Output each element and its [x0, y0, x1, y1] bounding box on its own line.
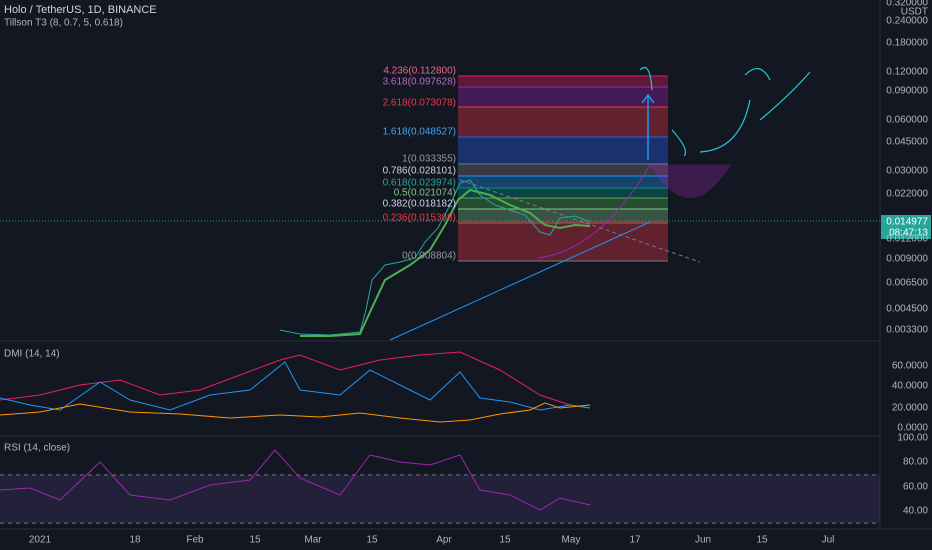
date-label: 15 — [366, 535, 378, 546]
price-axis-label: 0.240000 — [886, 16, 928, 27]
symbol-title: Holo / TetherUS, 1D, BINANCE — [4, 4, 157, 16]
date-label: 15 — [249, 535, 261, 546]
date-label: Jun — [695, 535, 711, 546]
price-axis-label: 0.012000 — [886, 234, 928, 245]
date-label: May — [562, 535, 581, 546]
rsi-axis-label: 40.00 — [903, 506, 928, 517]
dmi-title: DMI (14, 14) — [4, 349, 60, 360]
fib-label: 0.618(0.023974) — [383, 178, 456, 189]
fib-label: 2.618(0.073078) — [383, 98, 456, 109]
arrow-head — [641, 93, 655, 104]
trendline — [389, 221, 651, 341]
unit-label: USDT — [901, 7, 928, 18]
dmi-axis-label: 40.0000 — [892, 381, 929, 392]
price-axis-label: 0.022000 — [886, 189, 928, 200]
tillson-t3 — [300, 188, 591, 337]
fib-label: 0.786(0.028101) — [383, 166, 456, 177]
trendline-down — [459, 179, 701, 263]
dmi-axis-label: 0.0000 — [897, 423, 928, 434]
dmi-axis-label: 20.0000 — [892, 403, 929, 414]
fib-label: 3.618(0.097628) — [383, 77, 456, 88]
date-label: Apr — [436, 535, 452, 546]
price-axis-label: 0.320000 — [886, 0, 928, 9]
price-axis-label: 0.090000 — [886, 86, 928, 97]
price-axis-label: 0.120000 — [886, 67, 928, 78]
rsi-axis-label: 100.00 — [897, 433, 928, 444]
date-label: Feb — [186, 535, 204, 546]
fib-label: 1(0.033355) — [402, 154, 456, 165]
dmi-plus — [0, 361, 591, 411]
rsi-axis-label: 60.00 — [903, 482, 928, 493]
price-axis-label: 0.045000 — [886, 137, 928, 148]
date-label: Jul — [822, 535, 835, 546]
dmi-axis-label: 60.0000 — [892, 361, 929, 372]
fib-label: 0.236(0.015398) — [383, 213, 456, 224]
date-label: 17 — [629, 535, 641, 546]
rsi-axis-label: 80.00 — [903, 457, 928, 468]
date-label: 18 — [129, 535, 141, 546]
date-label: 15 — [756, 535, 768, 546]
price-axis-label: 0.060000 — [886, 115, 928, 126]
price-axis-label: 0.003300 — [886, 325, 928, 336]
fib-label: 0(0.008804) — [402, 251, 456, 262]
fib-label: 4.236(0.112800) — [383, 66, 456, 77]
fib-lines — [458, 75, 668, 262]
dmi-adx — [0, 351, 591, 409]
rsi-title: RSI (14, close) — [4, 443, 70, 454]
price-axis-label: 0.030000 — [886, 166, 928, 177]
price-axis-label: 0.180000 — [886, 38, 928, 49]
price-path — [279, 179, 591, 336]
price-axis-label: 0.004500 — [886, 304, 928, 315]
fib-zones — [458, 76, 668, 261]
dmi-minus — [0, 402, 591, 423]
handle-arc — [649, 164, 731, 198]
date-label: 2021 — [29, 535, 52, 546]
cup-arc — [537, 164, 651, 259]
fib-label: 0.5(0.021074) — [394, 188, 456, 199]
price-tag-countdown: 08:47:13 — [889, 228, 928, 239]
price-axis-label: 0.009000 — [886, 254, 928, 265]
price-tag-value: 0.014977 — [886, 217, 928, 228]
date-label: Mar — [304, 535, 322, 546]
price-axis-label: 0.006500 — [886, 278, 928, 289]
price-tag — [881, 215, 931, 239]
rsi-band — [0, 475, 880, 523]
date-label: 15 — [499, 535, 511, 546]
fib-label: 1.618(0.048527) — [383, 127, 456, 138]
rsi-line — [0, 449, 591, 511]
hand-drawing — [639, 66, 811, 157]
fib-label: 0.382(0.018182) — [383, 199, 456, 210]
indicator-title: Tillson T3 (8, 0.7, 5, 0.618) — [4, 18, 123, 29]
